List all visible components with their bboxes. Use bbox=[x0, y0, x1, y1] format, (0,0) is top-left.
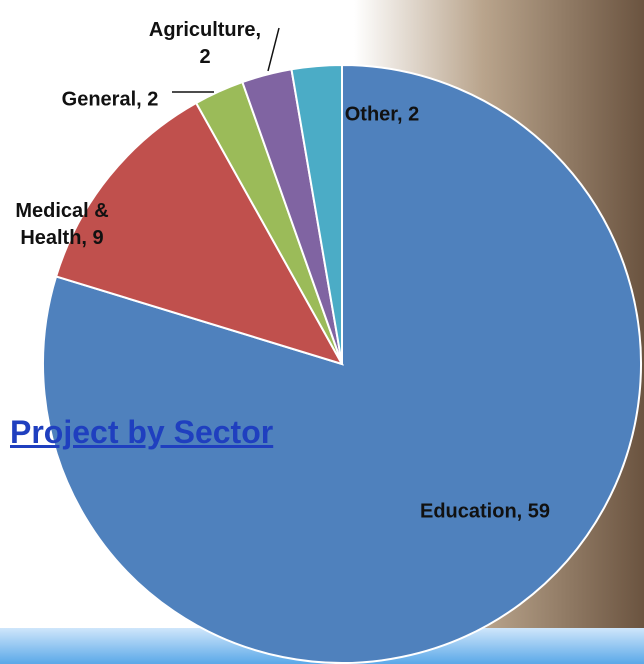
pie bbox=[42, 63, 642, 664]
chart-title[interactable]: Project by Sector bbox=[10, 414, 274, 450]
leader-line bbox=[267, 27, 280, 72]
data-label: General, 2 bbox=[61, 88, 159, 111]
pie-slice bbox=[42, 63, 642, 664]
pie-slice bbox=[290, 63, 343, 365]
data-label: Education, 59 bbox=[419, 500, 551, 523]
data-label: Agriculture, 2 bbox=[148, 19, 262, 68]
pie-slice bbox=[54, 101, 345, 366]
data-label: Other, 2 bbox=[344, 103, 420, 126]
data-label: Medical & Health, 9 bbox=[15, 200, 109, 249]
